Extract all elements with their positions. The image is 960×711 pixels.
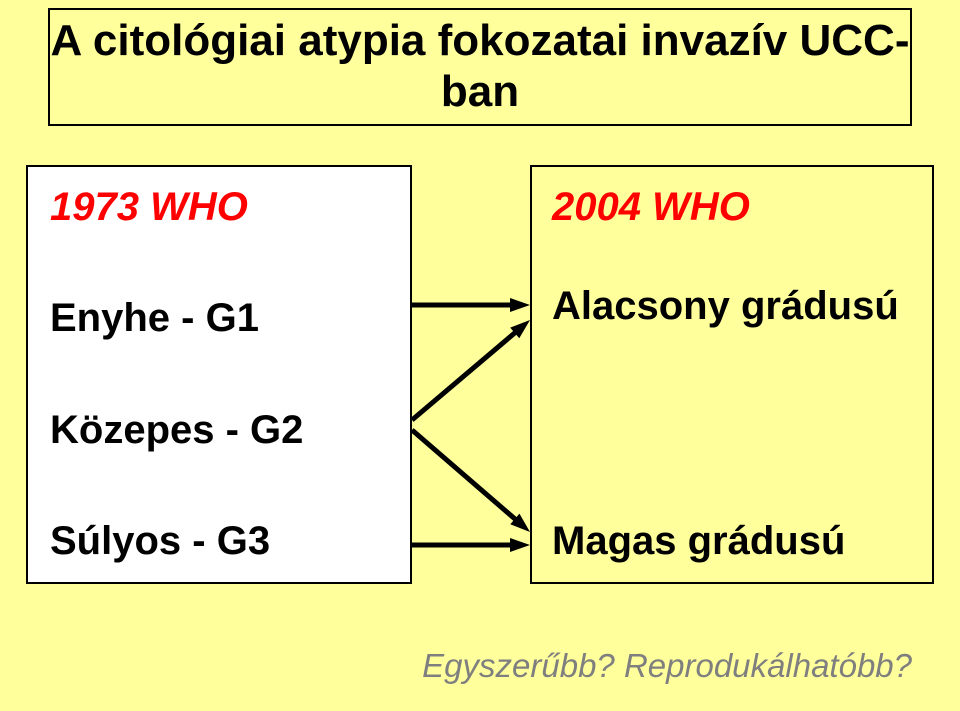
right-item-low: Alacsony grádusú <box>552 284 899 329</box>
left-column-box: 1973 WHO Enyhe - G1 Közepes - G2 Súlyos … <box>26 165 412 584</box>
title-text: A citológiai atypia fokozatai invazív UC… <box>50 16 910 117</box>
slide: A citológiai atypia fokozatai invazív UC… <box>0 0 960 711</box>
left-item-g2: Közepes - G2 <box>50 408 303 453</box>
title-box: A citológiai atypia fokozatai invazív UC… <box>48 8 912 126</box>
left-item-g3: Súlyos - G3 <box>50 519 270 564</box>
right-column-box: 2004 WHO Alacsony grádusú Magas grádusú <box>530 165 934 584</box>
left-header: 1973 WHO <box>50 185 248 230</box>
left-item-g1: Enyhe - G1 <box>50 296 259 341</box>
footer-text: Egyszerűbb? Reprodukálhatóbb? <box>422 647 912 685</box>
right-header: 2004 WHO <box>552 185 750 230</box>
right-item-high: Magas grádusú <box>552 519 845 564</box>
